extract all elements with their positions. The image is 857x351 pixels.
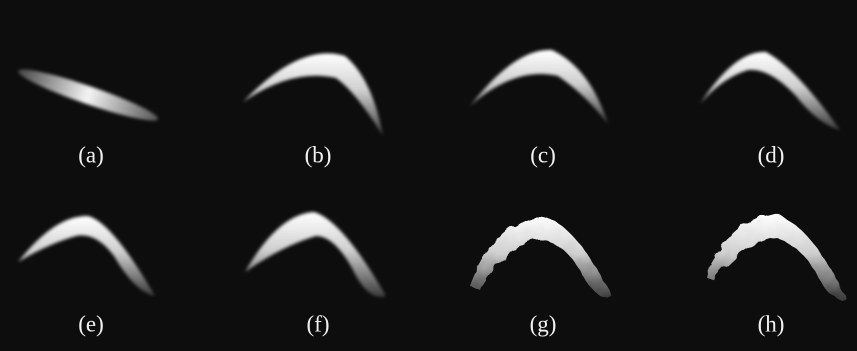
panel-label: (d) <box>758 142 785 167</box>
background <box>0 0 857 351</box>
panel-label: (h) <box>758 311 785 336</box>
panel-label: (e) <box>78 311 104 336</box>
panel-label: (f) <box>307 311 330 336</box>
panel-label: (a) <box>78 142 104 167</box>
figure: (a) (b) (c) (d) (e) (f) (g) (h) <box>0 0 857 351</box>
panel-label: (c) <box>530 142 556 167</box>
panel-label: (g) <box>530 311 557 336</box>
page: {"figure": {"panels": [ {"label": "(a)"}… <box>0 0 857 351</box>
panel-label: (b) <box>305 142 332 167</box>
